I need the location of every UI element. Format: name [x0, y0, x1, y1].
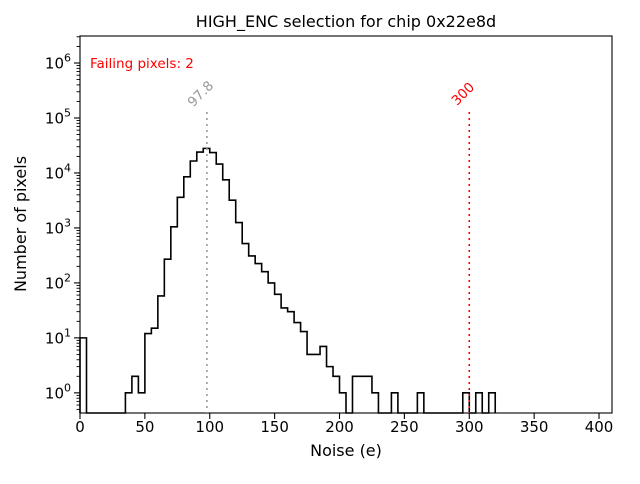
x-axis-label: Noise (e) [310, 441, 382, 460]
x-tick-label: 350 [520, 418, 549, 436]
y-tick-label: 103 [45, 216, 71, 237]
histogram-path [79, 147, 497, 414]
x-tick-label: 400 [585, 418, 614, 436]
y-tick-label: 106 [45, 52, 71, 73]
mean-noise-line-label: 97.8 [185, 78, 218, 111]
y-tick-label: 100 [45, 381, 71, 402]
threshold-lines: 97.8 300 [185, 78, 478, 413]
y-tick-label: 102 [45, 271, 71, 292]
histogram-outline [79, 147, 497, 414]
failing-pixels-annotation: Failing pixels: 2 [90, 56, 194, 72]
y-axis-label: Number of pixels [11, 156, 30, 292]
y-tick-label: 105 [45, 106, 71, 127]
x-tick-label: 50 [135, 418, 154, 436]
x-axis-ticks: 0 50 100 150 200 250 300 350 400 [75, 413, 613, 436]
x-tick-label: 100 [195, 418, 224, 436]
x-tick-label: 300 [455, 418, 484, 436]
y-tick-label: 104 [45, 161, 71, 182]
y-tick-label: 101 [45, 326, 71, 347]
y-axis-ticks: 100 101 102 103 104 105 106 [45, 52, 80, 402]
x-tick-label: 150 [260, 418, 289, 436]
cut-threshold-line-label: 300 [448, 79, 478, 109]
x-tick-label: 250 [390, 418, 419, 436]
axes-frame [79, 35, 613, 414]
x-tick-label: 200 [325, 418, 354, 436]
x-tick-label: 0 [75, 418, 85, 436]
chart-title: HIGH_ENC selection for chip 0x22e8d [196, 12, 496, 32]
